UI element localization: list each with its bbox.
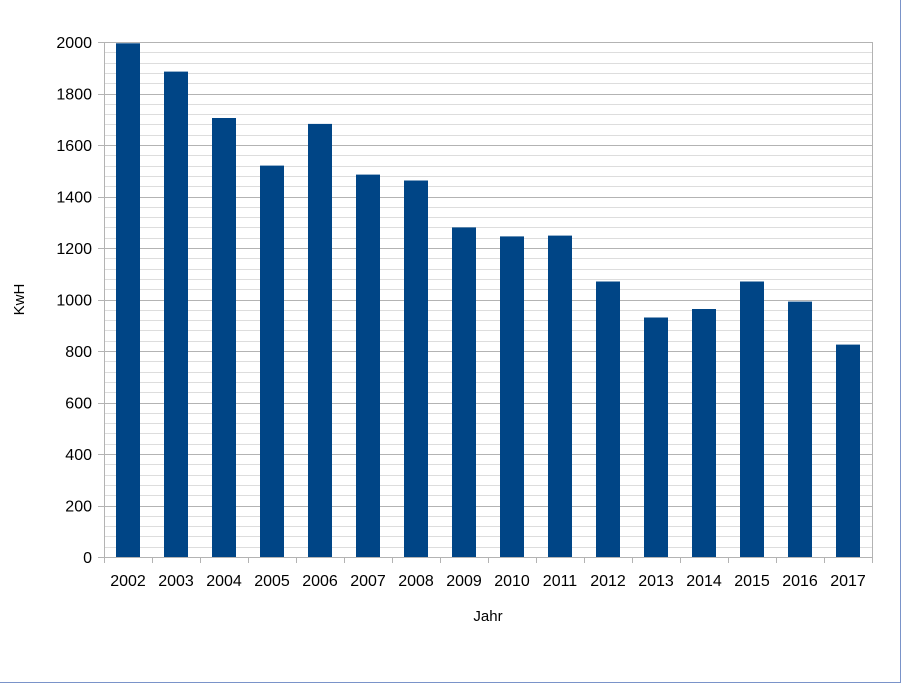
axes — [98, 42, 873, 563]
bar-2008 — [404, 180, 428, 557]
y-tick-label: 1400 — [56, 190, 92, 207]
y-tick-label: 1600 — [56, 138, 92, 155]
x-tick-label: 2005 — [254, 573, 290, 590]
x-tick-label: 2013 — [638, 573, 674, 590]
x-tick-label: 2006 — [302, 573, 338, 590]
y-tick-label: 1000 — [56, 293, 92, 310]
x-tick-label: 2012 — [590, 573, 626, 590]
x-tick-label: 2009 — [446, 573, 482, 590]
bar-2006 — [308, 123, 332, 558]
x-tick-label: 2002 — [110, 573, 146, 590]
bar-2015 — [740, 281, 764, 557]
y-tick-label: 200 — [65, 499, 92, 516]
y-tick-labels: 0 200 400 600 800 1000 1200 1400 1600 1800 2000 — [56, 35, 92, 567]
x-tick-label: 2011 — [543, 573, 578, 590]
x-tick-label: 2014 — [686, 573, 722, 590]
y-tick-label: 2000 — [56, 35, 92, 52]
bar-2003 — [164, 71, 188, 557]
y-tick-label: 600 — [65, 396, 92, 413]
bar-2011 — [548, 235, 572, 557]
bar-2009 — [452, 227, 476, 557]
bar-2010 — [500, 236, 524, 557]
x-tick-label: 2010 — [494, 573, 530, 590]
bar-2016 — [788, 301, 812, 557]
x-tick-label: 2016 — [782, 573, 818, 590]
x-tick-label: 2015 — [734, 573, 770, 590]
y-tick-label: 0 — [83, 550, 92, 567]
bar-2014 — [692, 309, 716, 557]
y-tick-label: 1200 — [56, 241, 92, 258]
bar-2012 — [596, 281, 620, 557]
bar-2002 — [116, 43, 140, 558]
x-tick-label: 2008 — [398, 573, 434, 590]
x-axis-title: Jahr — [473, 608, 502, 625]
y-tick-label: 800 — [65, 344, 92, 361]
bar-2007 — [356, 174, 380, 557]
y-tick-label: 1800 — [56, 87, 92, 104]
bar-2013 — [644, 317, 668, 557]
x-tick-label: 2003 — [158, 573, 194, 590]
x-tick-label: 2004 — [206, 573, 242, 590]
x-tick-label: 2017 — [830, 573, 866, 590]
bar-2005 — [260, 165, 284, 557]
x-tick-label: 2007 — [350, 573, 386, 590]
bars — [116, 43, 860, 558]
bar-2004 — [212, 118, 236, 557]
x-tick-labels: 2002 2003 2004 2005 2006 2007 2008 2009 2010 2011… — [110, 573, 866, 590]
y-axis-title: KwH — [11, 284, 28, 316]
y-tick-label: 400 — [65, 447, 92, 464]
bar-2017 — [836, 344, 860, 557]
